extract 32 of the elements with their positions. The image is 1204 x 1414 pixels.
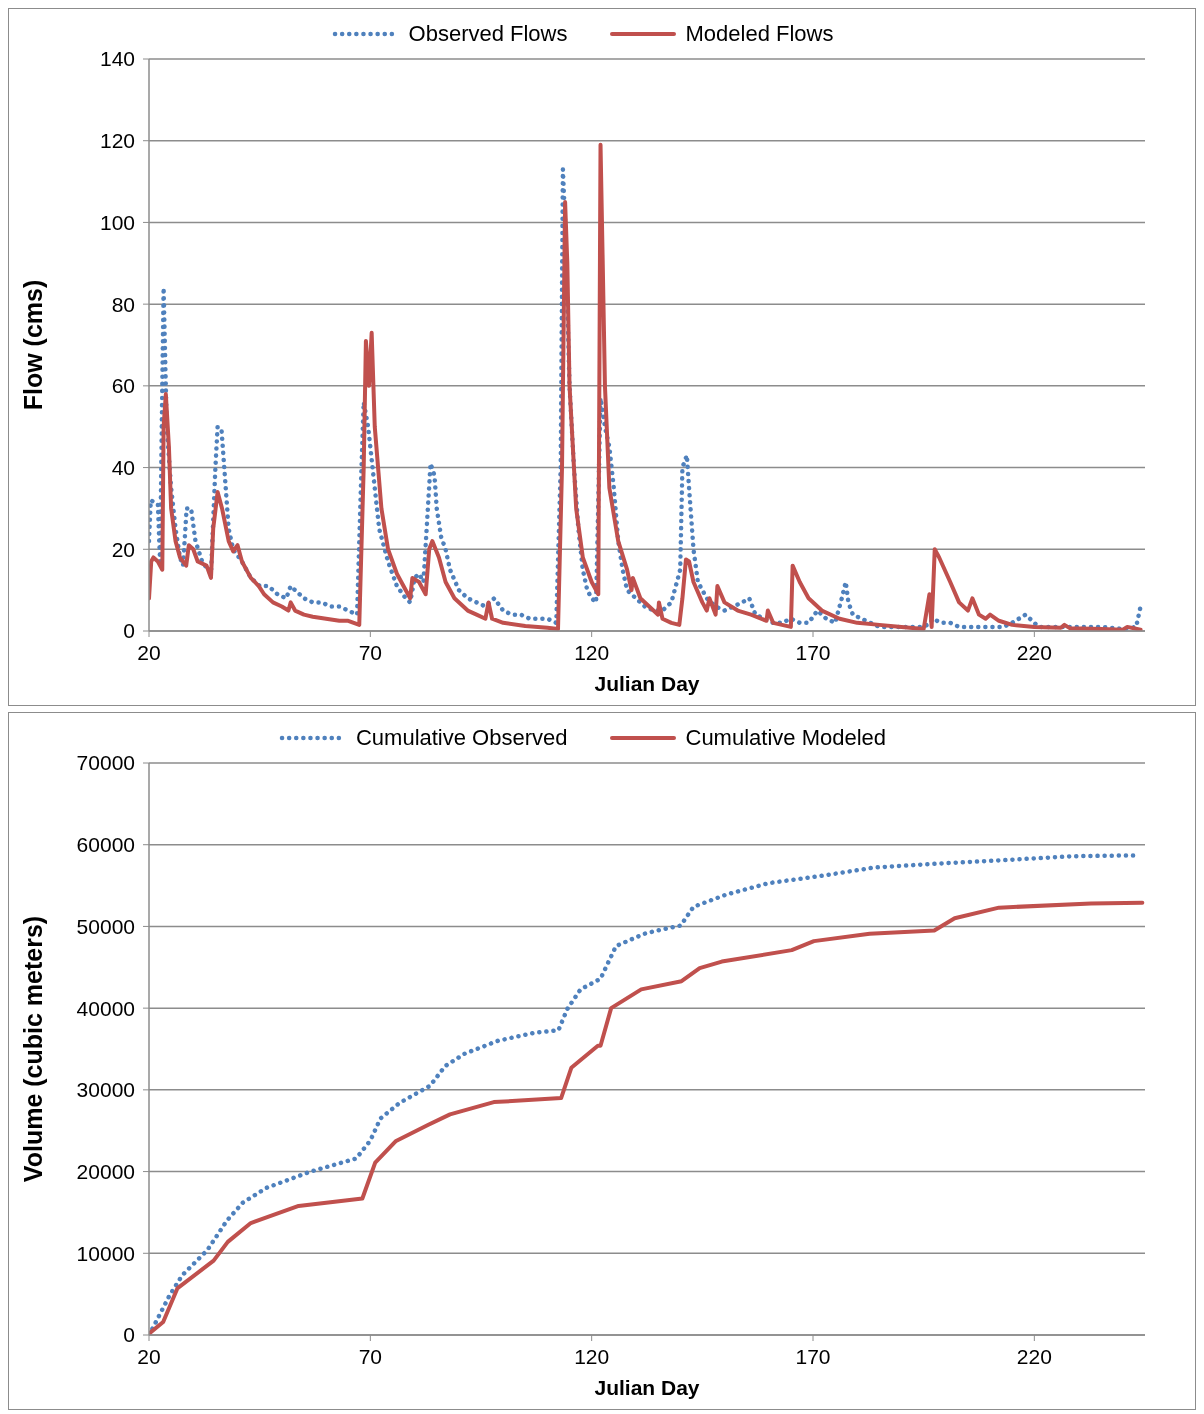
y-tick-label: 140 xyxy=(99,47,135,71)
legend-label: Cumulative Observed xyxy=(355,725,568,751)
y-tick-label: 100 xyxy=(99,210,135,234)
y-tick-label: 20 xyxy=(111,537,135,561)
x-axis-title: Julian Day xyxy=(594,672,700,695)
y-tick-label: 80 xyxy=(111,292,135,316)
legend-label: Observed Flows xyxy=(408,21,568,47)
y-axis-title: Flow (cms) xyxy=(18,279,47,411)
y-tick-label: 60 xyxy=(111,374,135,398)
y-tick-label: 60000 xyxy=(76,833,135,857)
x-tick-label: 170 xyxy=(795,640,831,664)
x-tick-label: 220 xyxy=(1016,1344,1052,1368)
y-tick-label: 50000 xyxy=(76,914,135,938)
y-tick-label: 40000 xyxy=(76,996,135,1020)
y-tick-label: 120 xyxy=(99,129,135,153)
x-tick-label: 120 xyxy=(574,640,610,664)
x-tick-label: 120 xyxy=(574,1344,610,1368)
y-tick-label: 10000 xyxy=(76,1241,135,1265)
y-tick-label: 0 xyxy=(123,1323,135,1347)
x-tick-label: 220 xyxy=(1016,640,1052,664)
y-tick-label: 20000 xyxy=(76,1160,135,1184)
legend-label: Cumulative Modeled xyxy=(685,725,887,751)
x-axis-title: Julian Day xyxy=(594,1376,700,1399)
y-tick-label: 30000 xyxy=(76,1078,135,1102)
y-tick-label: 0 xyxy=(123,619,135,643)
x-tick-label: 70 xyxy=(358,1344,383,1368)
legend-label: Modeled Flows xyxy=(685,21,834,47)
x-tick-label: 70 xyxy=(358,640,383,664)
y-axis-title: Volume (cubic meters) xyxy=(18,915,47,1183)
y-tick-label: 40 xyxy=(111,456,135,480)
y-tick-label: 70000 xyxy=(76,751,135,775)
x-tick-label: 170 xyxy=(795,1344,831,1368)
